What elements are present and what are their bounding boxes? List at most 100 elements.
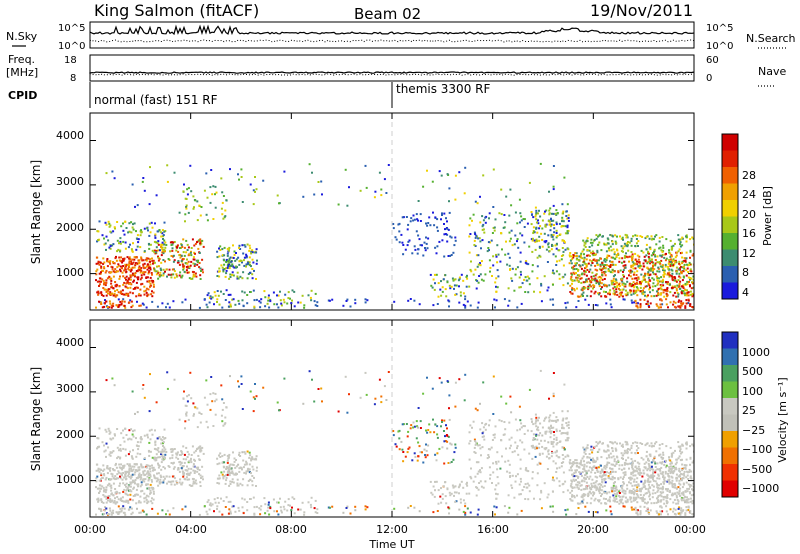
velocity-cell <box>440 425 442 428</box>
power-cell <box>110 271 113 274</box>
velocity-cell <box>152 498 155 501</box>
velocity-cell <box>624 492 627 495</box>
velocity-cell <box>195 466 198 469</box>
velocity-cell <box>564 455 567 458</box>
power-cell <box>429 273 432 276</box>
velocity-cell <box>650 461 653 464</box>
power-cell <box>164 260 166 263</box>
velocity-cell <box>293 497 296 500</box>
velocity-cell <box>119 477 122 480</box>
velocity-cell <box>583 476 586 479</box>
power-cell <box>170 273 173 276</box>
power-cell <box>149 231 152 234</box>
velocity-cell <box>450 443 453 446</box>
velocity-cell <box>121 507 124 510</box>
power-cell <box>124 263 127 266</box>
velocity-cell <box>656 477 659 480</box>
power-cell <box>128 222 131 225</box>
power-cell <box>668 271 671 274</box>
velocity-cell <box>116 511 119 514</box>
power-cell <box>612 277 615 280</box>
velocity-cell <box>666 488 669 491</box>
velocity-cell <box>121 478 124 481</box>
velocity-cell <box>580 484 583 487</box>
power-cell <box>232 244 234 247</box>
power-cell <box>663 256 666 259</box>
velocity-cell <box>553 434 556 437</box>
power-cell <box>492 264 495 267</box>
velocity-cell <box>163 446 166 449</box>
velocity-cell <box>140 490 143 493</box>
velocity-cell <box>662 496 665 498</box>
velocity-cell <box>152 469 154 472</box>
power-cell <box>162 234 165 237</box>
power-cell <box>500 213 503 216</box>
power-cell <box>645 295 648 298</box>
power-cell <box>639 298 642 301</box>
power-cell <box>419 244 422 247</box>
power-cell <box>526 222 529 225</box>
power-cell <box>510 229 513 232</box>
power-cell <box>650 267 653 270</box>
velocity-cell <box>493 436 496 439</box>
velocity-cell <box>519 477 522 480</box>
velocity-cell <box>520 480 522 483</box>
velocity-cell <box>188 484 191 487</box>
power-cell <box>534 206 537 209</box>
velocity-cell <box>157 456 160 459</box>
power-cell <box>116 284 119 287</box>
power-cell <box>668 249 670 252</box>
velocity-cell <box>95 477 98 480</box>
velocity-cell <box>617 460 620 463</box>
power-cell <box>623 275 625 278</box>
velocity-cell <box>494 488 497 491</box>
velocity-cell <box>577 507 580 509</box>
power-cell <box>568 254 571 257</box>
power-cell <box>639 306 642 309</box>
power-cell <box>495 253 497 256</box>
power-cell <box>126 256 129 259</box>
velocity-cell <box>673 498 676 501</box>
power-cell <box>402 244 405 246</box>
power-cell <box>672 264 675 267</box>
velocity-cell <box>108 482 111 485</box>
velocity-cell <box>474 452 477 454</box>
velocity-cell <box>493 433 496 436</box>
power-cell <box>225 269 228 272</box>
power-cell <box>151 295 154 298</box>
power-cell <box>157 271 160 274</box>
velocity-cell <box>498 419 501 422</box>
power-cell <box>226 254 229 257</box>
power-cell <box>251 251 254 254</box>
velocity-cell <box>181 481 184 484</box>
power-cell <box>454 236 457 239</box>
power-cell <box>607 268 610 271</box>
power-cell <box>647 304 650 307</box>
velocity-cell <box>121 474 123 476</box>
velocity-cell <box>419 427 422 429</box>
velocity-cell <box>615 495 618 498</box>
velocity-cell <box>516 513 519 516</box>
power-cell <box>526 275 529 278</box>
power-cell <box>100 301 103 304</box>
velocity-cell <box>151 502 154 505</box>
power-cell <box>462 279 465 282</box>
power-cell <box>212 218 215 220</box>
power-cell <box>154 233 157 236</box>
power-cell <box>450 254 453 256</box>
power-cell <box>255 188 258 191</box>
power-cell <box>209 295 212 298</box>
power-cell <box>233 253 236 256</box>
power-cell <box>657 292 660 295</box>
power-cell <box>482 228 485 231</box>
velocity-cell <box>162 445 164 447</box>
velocity-cell <box>110 472 113 475</box>
power-cell <box>217 270 220 273</box>
power-cell <box>510 204 513 207</box>
power-cell <box>588 270 591 273</box>
power-cell <box>513 243 516 246</box>
power-cell <box>623 298 626 301</box>
velocity-cell <box>171 454 174 457</box>
velocity-cell <box>221 513 224 516</box>
velocity-cell <box>564 480 567 483</box>
